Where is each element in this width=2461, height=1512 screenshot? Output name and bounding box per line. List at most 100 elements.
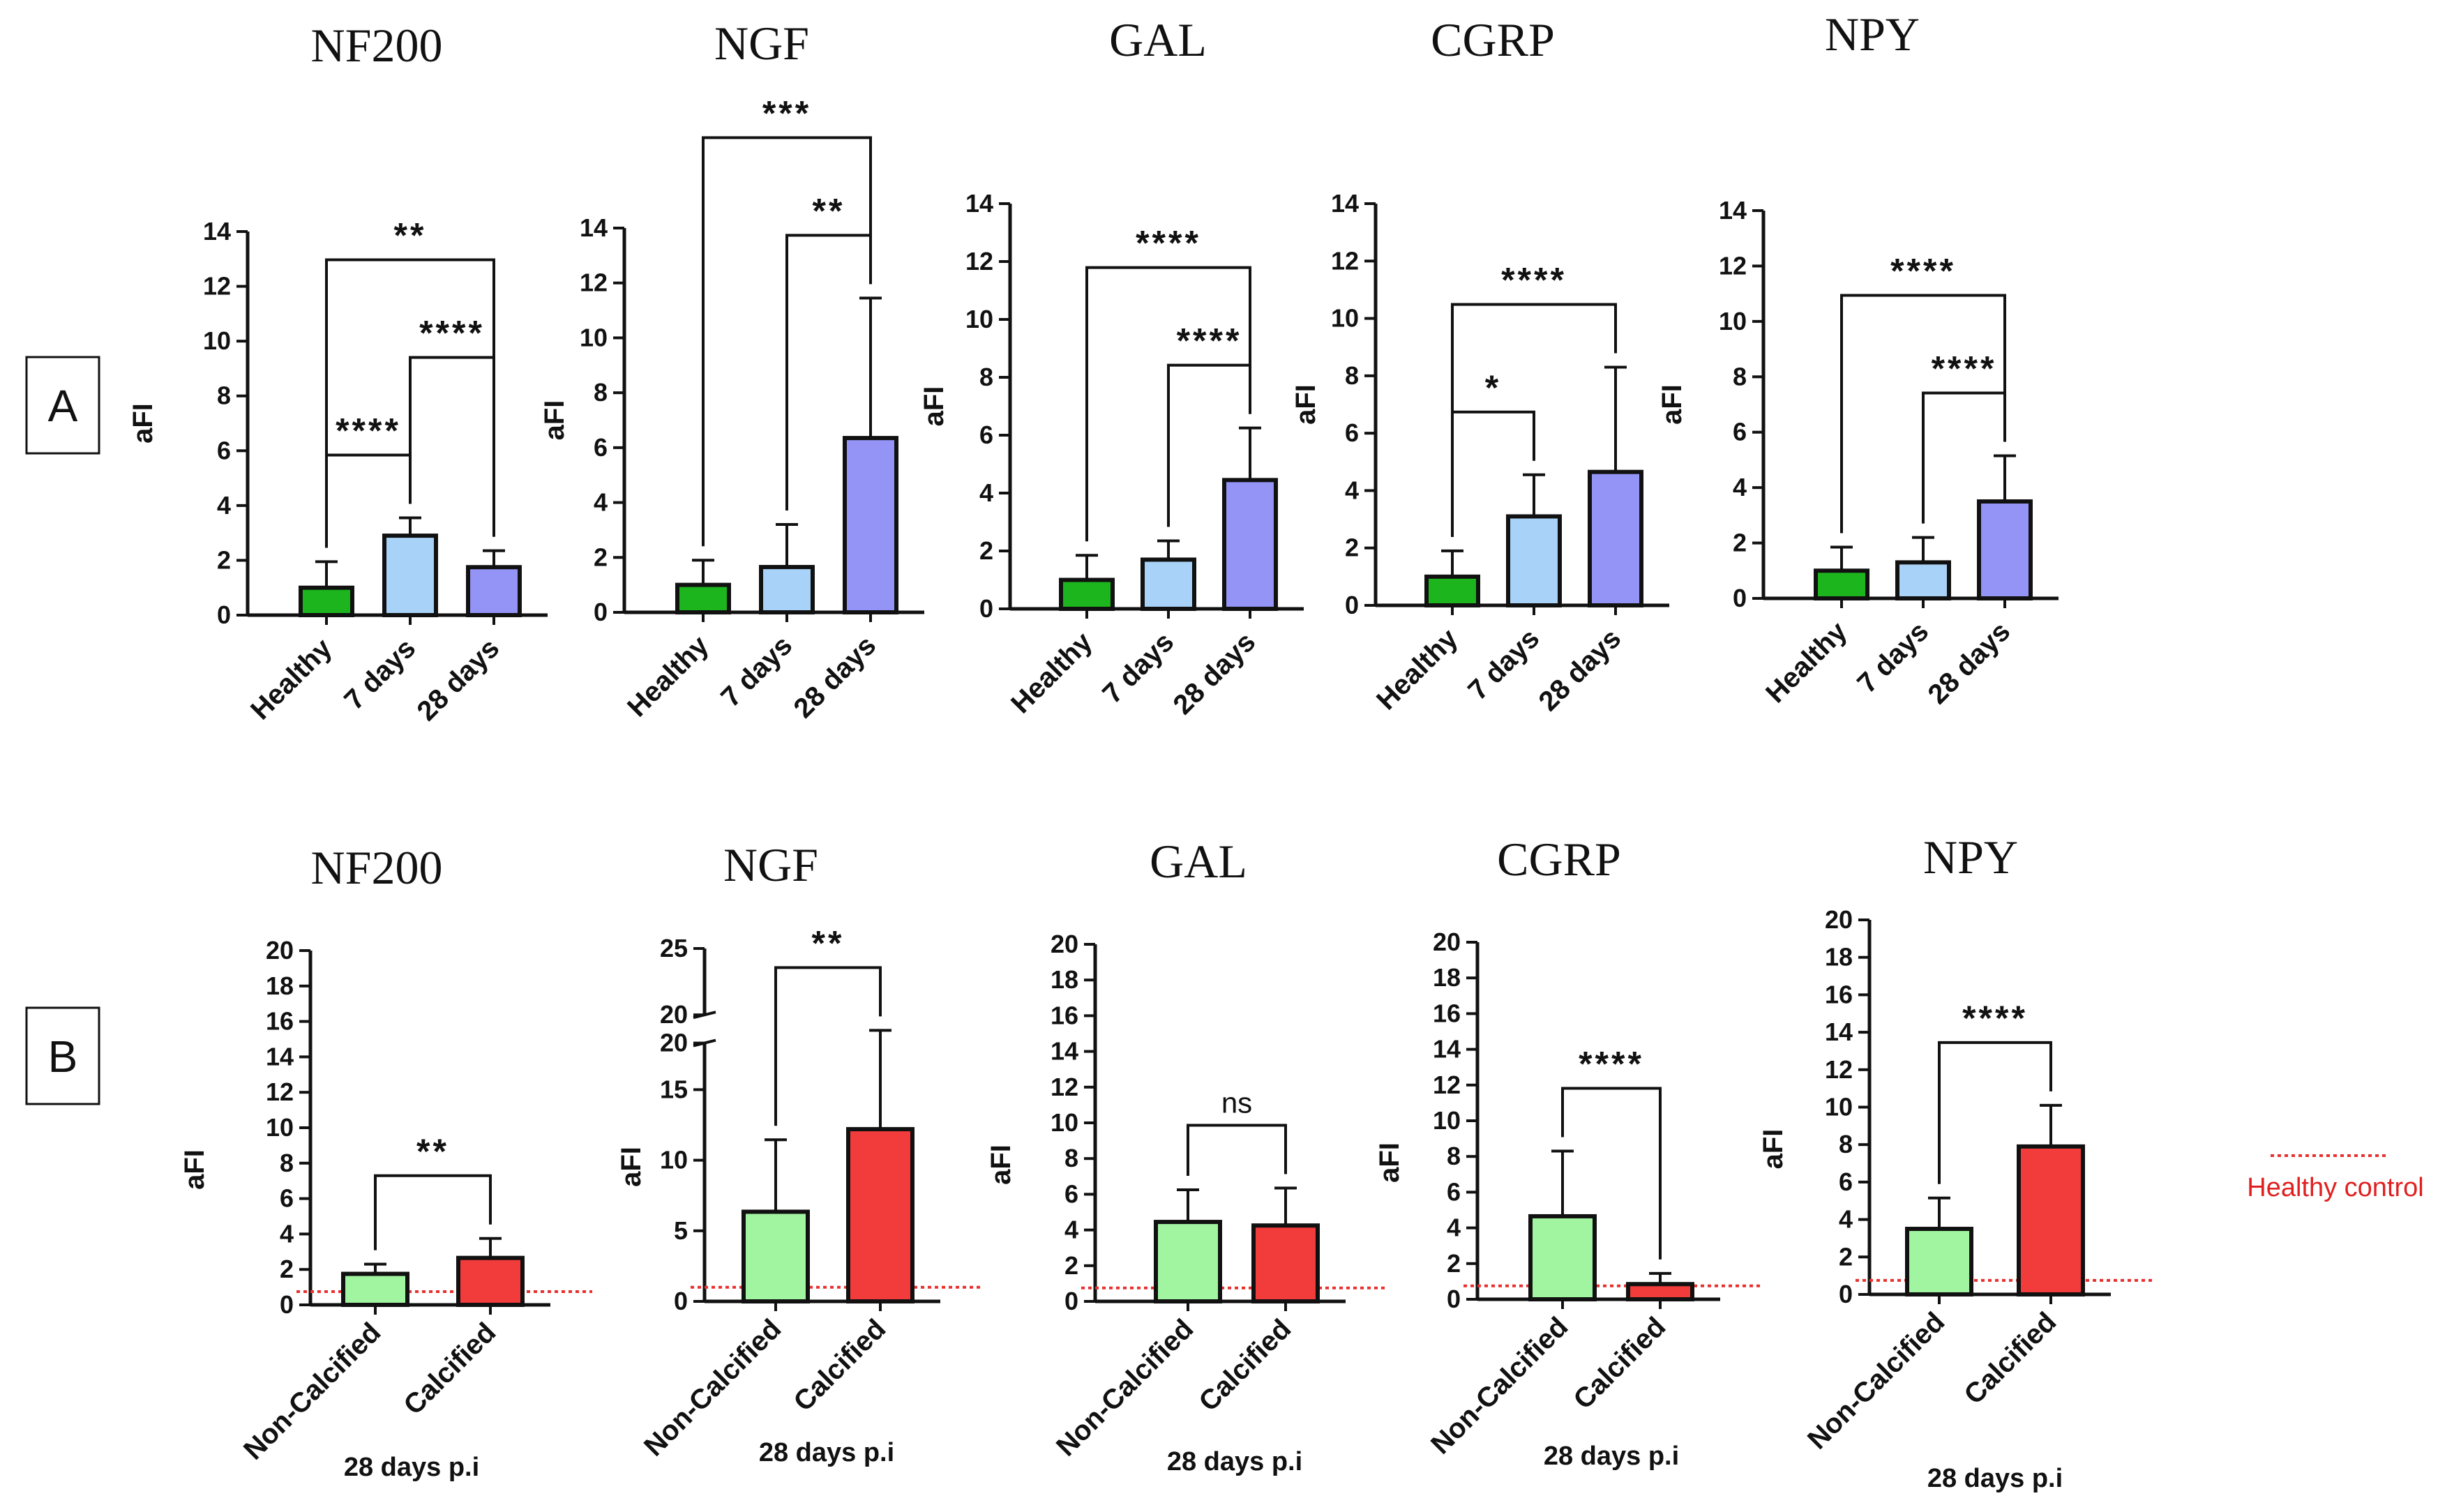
- y-tick-label: 4: [594, 488, 608, 517]
- x-tick-label: Healthy: [1371, 623, 1464, 716]
- y-tick-label: 18: [266, 972, 294, 1000]
- y-tick-label: 6: [1345, 418, 1359, 447]
- chart-title: NGF: [714, 17, 809, 70]
- y-tick-label: 8: [1064, 1144, 1078, 1172]
- y-tick-label: 8: [1733, 362, 1747, 391]
- chart-title: NF200: [311, 19, 443, 72]
- y-tick-label: 4: [1733, 473, 1747, 501]
- chart-b1: NF200 0 2 4 6 8 10 12 14 16 18 20 aFI Non-Calcified Ca…: [179, 841, 592, 1482]
- y-tick-label: 20: [660, 1000, 688, 1029]
- y-tick-label: 14: [203, 217, 231, 245]
- significance-bracket: [1840, 294, 2006, 534]
- y-tick-label: 8: [1345, 361, 1359, 390]
- y-tick-label: 12: [965, 247, 993, 275]
- bar-non-calcified: [1154, 1220, 1222, 1303]
- y-axis-label: aFI: [1290, 384, 1321, 425]
- x-tick-label: Healthy: [622, 630, 715, 723]
- y-tick-label: 14: [1719, 196, 1747, 225]
- y-tick-label: 12: [203, 272, 231, 301]
- bar-healthy: [1059, 577, 1115, 611]
- y-tick-label: 16: [1051, 1001, 1078, 1029]
- significance-bracket: [1085, 266, 1251, 542]
- y-tick-label: 6: [280, 1184, 294, 1213]
- x-tick-label: 7 days: [715, 630, 798, 713]
- x-tick-label: 7 days: [1851, 616, 1934, 699]
- y-tick-label: 10: [266, 1113, 294, 1142]
- y-tick-label: 10: [580, 323, 608, 351]
- y-tick-label: 18: [1433, 963, 1461, 992]
- legend: Healthy control: [2247, 1154, 2424, 1202]
- y-tick-label: 0: [1447, 1285, 1461, 1313]
- significance-label: **: [416, 1132, 449, 1171]
- y-tick-label: 14: [1433, 1035, 1461, 1064]
- bar-28-days: [1977, 499, 2033, 600]
- y-tick-label: 10: [1719, 307, 1747, 335]
- bar-calcified: [2017, 1144, 2085, 1297]
- y-tick-label: 12: [1433, 1071, 1461, 1099]
- y-tick-label: 2: [1839, 1242, 1853, 1271]
- panel-label-a-box: A: [25, 356, 100, 455]
- y-tick-label: 4: [217, 491, 231, 520]
- y-tick-label: 4: [979, 478, 993, 507]
- y-axis-label: aFI: [1657, 384, 1687, 425]
- y-axis-label: aFI: [919, 386, 949, 427]
- y-tick-label: 0: [1345, 591, 1359, 619]
- x-tick-label: Healthy: [245, 633, 338, 726]
- x-tick-label: Calcified: [1567, 1311, 1671, 1415]
- y-tick-label: 4: [1064, 1216, 1078, 1244]
- bar-7-days: [1506, 514, 1562, 608]
- y-tick-label: 2: [1064, 1251, 1078, 1280]
- significance-bracket: [409, 356, 495, 537]
- y-tick-label: 6: [1839, 1167, 1853, 1196]
- x-tick-label: Non-Calcified: [1802, 1306, 1950, 1455]
- x-tick-label: Calcified: [1193, 1313, 1297, 1417]
- bar-28-days: [466, 565, 522, 617]
- chart-title: NGF: [723, 838, 818, 891]
- significance-label: ****: [1501, 261, 1567, 300]
- panel-label-b: B: [48, 1031, 78, 1082]
- x-axis-label: 28 days p.i: [1167, 1447, 1302, 1476]
- chart-title: GAL: [1150, 835, 1247, 888]
- x-tick-label: 7 days: [338, 633, 421, 716]
- y-tick-label: 20: [1051, 930, 1078, 958]
- x-tick-label: 28 days: [1922, 616, 2016, 710]
- y-tick-label: 0: [979, 594, 993, 623]
- y-axis-label: aFI: [616, 1147, 647, 1187]
- bar-healthy: [1424, 574, 1480, 607]
- y-tick-label: 14: [266, 1042, 294, 1071]
- y-axis-label: aFI: [128, 403, 158, 444]
- y-tick-label: 16: [1433, 999, 1461, 1027]
- significance-bracket: [774, 966, 882, 1126]
- y-tick-label: 15: [660, 1075, 688, 1103]
- y-tick-label: 6: [217, 436, 231, 464]
- y-tick-label: 12: [1719, 251, 1747, 280]
- chart-b4: CGRP 0 2 4 6 8 10 12 14 16 18 20 aFI Non-CalcifiedCal…: [1374, 833, 1762, 1471]
- y-tick-label: 20: [266, 936, 294, 965]
- bar-calcified: [1251, 1223, 1320, 1303]
- y-tick-label: 12: [1825, 1055, 1853, 1084]
- y-tick-label: 25: [660, 934, 688, 962]
- significance-label: ****: [1579, 1045, 1644, 1084]
- y-tick-label: 2: [979, 536, 993, 565]
- y-tick-label: 10: [203, 326, 231, 355]
- significance-bracket: [1451, 303, 1617, 537]
- significance-bracket: [702, 136, 872, 547]
- y-axis-label: aFI: [1374, 1142, 1405, 1183]
- x-tick-label: 7 days: [1097, 626, 1180, 709]
- y-tick-label: 14: [1825, 1018, 1853, 1046]
- y-tick-label: 6: [1447, 1177, 1461, 1206]
- y-tick-label: 12: [580, 269, 608, 297]
- y-tick-label: 20: [1825, 905, 1853, 934]
- x-tick-label: 28 days: [1533, 623, 1627, 717]
- bar-calcified: [456, 1255, 525, 1307]
- chart-title: CGRP: [1497, 833, 1621, 886]
- significance-label: **: [394, 216, 427, 255]
- y-tick-label: 16: [1825, 980, 1853, 1008]
- x-tick-label: Non-Calcified: [1051, 1313, 1199, 1462]
- significance-bracket: [1561, 1087, 1662, 1260]
- x-axis-label: 28 days p.i: [1544, 1442, 1679, 1471]
